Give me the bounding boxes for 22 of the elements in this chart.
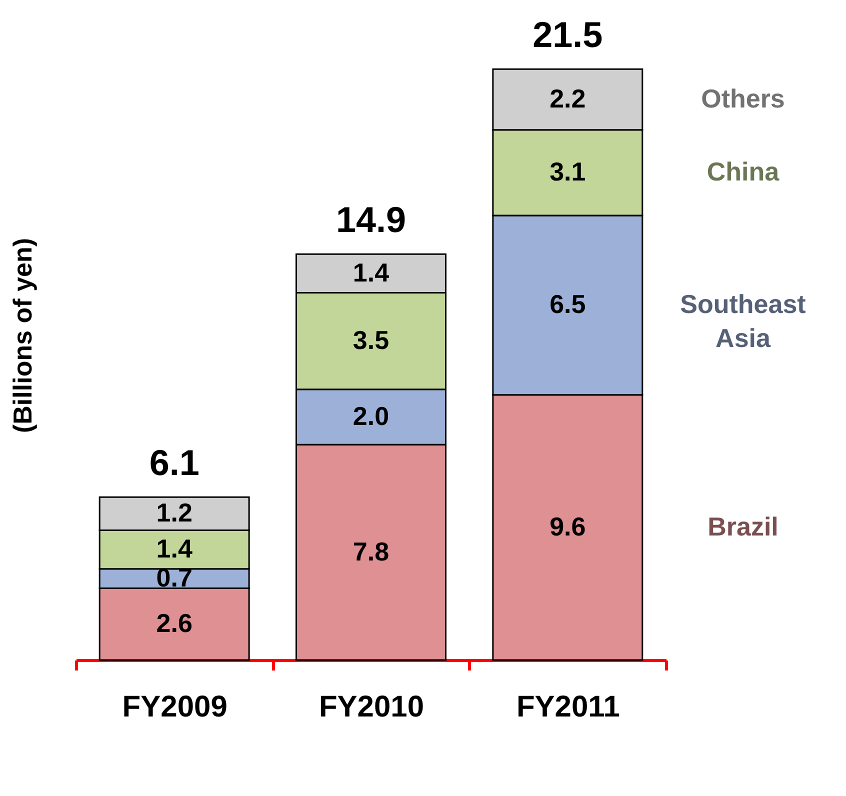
- text: Others: [701, 83, 785, 114]
- data-label: 6.5: [550, 289, 586, 320]
- text: China: [706, 156, 780, 187]
- data-label: 9.6: [550, 511, 586, 542]
- x-tick-label: FY2011: [516, 690, 620, 724]
- data-label: 2.2: [550, 83, 586, 114]
- total-label: 6.1: [149, 442, 200, 484]
- data-label: 2.6: [156, 608, 192, 638]
- x-tick-label: FY2010: [318, 690, 424, 724]
- data-label: 1.2: [156, 498, 192, 528]
- data-label: 3.1: [550, 156, 586, 187]
- data-label: 1.4: [156, 534, 193, 564]
- text: Brazil: [708, 511, 778, 542]
- total-label: 21.5: [532, 14, 603, 56]
- data-label: 2.0: [352, 401, 390, 432]
- data-label: 3.5: [352, 325, 390, 356]
- series-label: Southeast Asia: [680, 289, 806, 354]
- x-tick-label: FY2009: [122, 690, 228, 724]
- data-label: 7.8: [352, 536, 390, 566]
- data-label: 1.4: [352, 257, 390, 288]
- y-axis-title: (Billions of yen): [8, 238, 38, 433]
- total-label: 14.9: [336, 199, 406, 240]
